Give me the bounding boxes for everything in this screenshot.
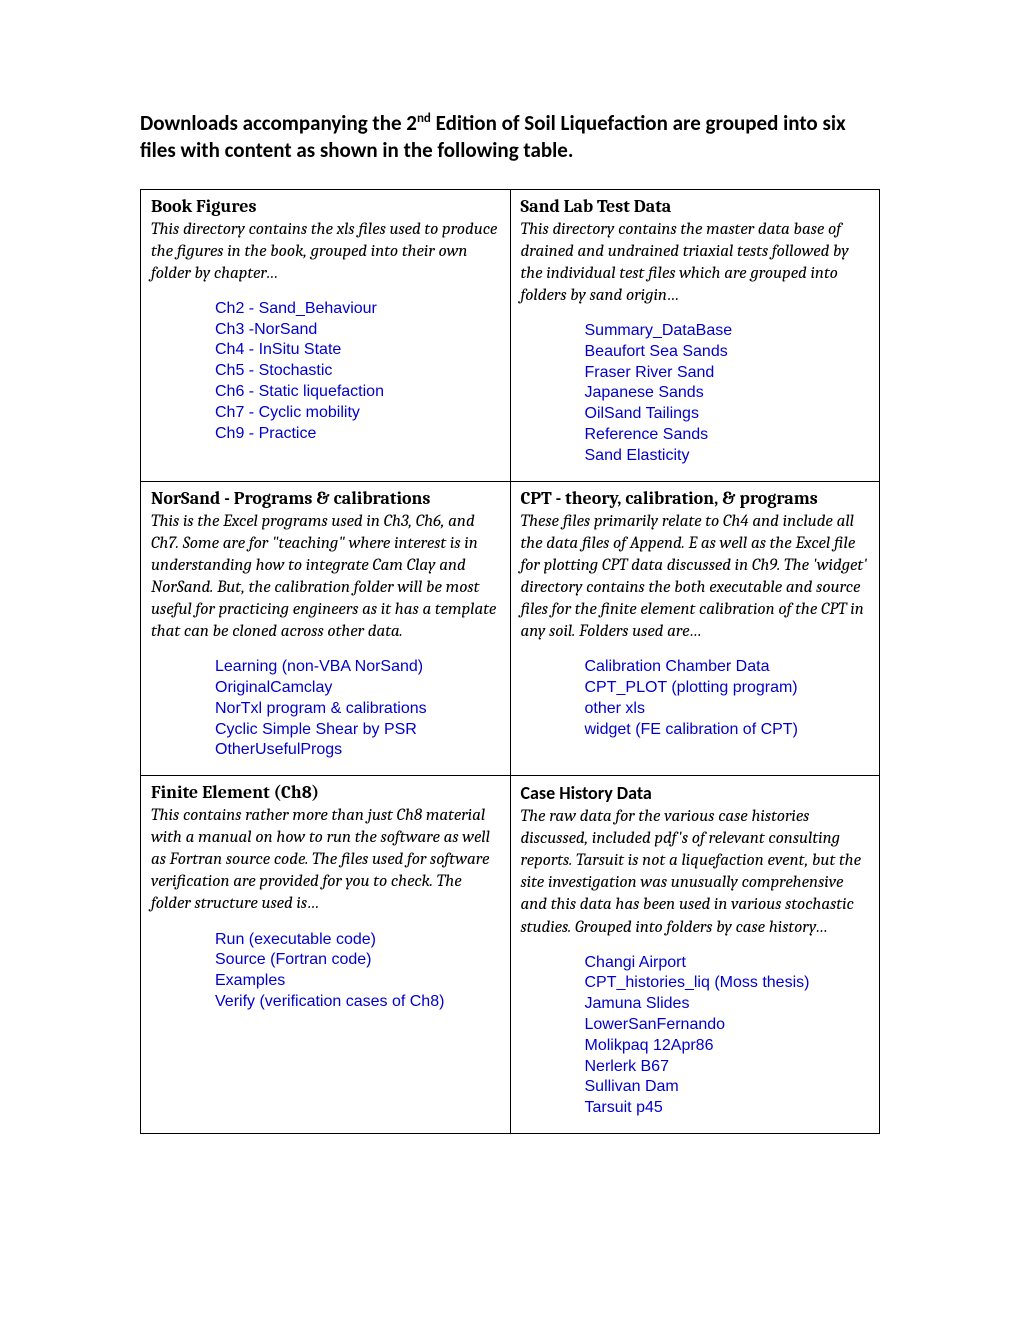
folder-link[interactable]: Run (executable code) bbox=[215, 930, 500, 951]
cell-description: This directory contains the master data … bbox=[521, 219, 870, 307]
folder-list: Changi AirportCPT_histories_liq (Moss th… bbox=[521, 953, 870, 1119]
downloads-table: Book FiguresThis directory contains the … bbox=[140, 189, 880, 1134]
folder-link[interactable]: Source (Fortran code) bbox=[215, 950, 500, 971]
cell-norsand-programs: NorSand - Programs & calibrationsThis is… bbox=[141, 481, 511, 776]
cell-description: The raw data for the various case histor… bbox=[521, 806, 870, 939]
cell-title: CPT - theory, calibration, & programs bbox=[521, 488, 870, 509]
folder-link[interactable]: Fraser River Sand bbox=[585, 363, 870, 384]
folder-link[interactable]: NorTxl program & calibrations bbox=[215, 699, 500, 720]
folder-link[interactable]: Ch3 -NorSand bbox=[215, 320, 500, 341]
cell-title: Sand Lab Test Data bbox=[521, 196, 870, 217]
cell-title: NorSand - Programs & calibrations bbox=[151, 488, 500, 509]
cell-description: This directory contains the xls files us… bbox=[151, 219, 500, 285]
folder-link[interactable]: Sand Elasticity bbox=[585, 446, 870, 467]
folder-link[interactable]: Summary_DataBase bbox=[585, 321, 870, 342]
cell-title: Case History Data bbox=[521, 782, 870, 804]
cell-case-history-data: Case History DataThe raw data for the va… bbox=[510, 776, 880, 1134]
folder-link[interactable]: OilSand Tailings bbox=[585, 404, 870, 425]
folder-list: Calibration Chamber DataCPT_PLOT (plotti… bbox=[521, 657, 870, 740]
folder-link[interactable]: Ch2 - Sand_Behaviour bbox=[215, 299, 500, 320]
folder-link[interactable]: Reference Sands bbox=[585, 425, 870, 446]
intro-heading: Downloads accompanying the 2nd Edition o… bbox=[140, 110, 880, 165]
folder-link[interactable]: Nerlerk B67 bbox=[585, 1057, 870, 1078]
cell-description: This is the Excel programs used in Ch3, … bbox=[151, 511, 500, 644]
folder-link[interactable]: widget (FE calibration of CPT) bbox=[585, 720, 870, 741]
folder-link[interactable]: Jamuna Slides bbox=[585, 994, 870, 1015]
folder-link[interactable]: CPT_PLOT (plotting program) bbox=[585, 678, 870, 699]
cell-description: These files primarily relate to Ch4 and … bbox=[521, 511, 870, 644]
folder-link[interactable]: Examples bbox=[215, 971, 500, 992]
folder-link[interactable]: Molikpaq 12Apr86 bbox=[585, 1036, 870, 1057]
cell-finite-element: Finite Element (Ch8)This contains rather… bbox=[141, 776, 511, 1134]
folder-link[interactable]: Ch4 - InSitu State bbox=[215, 340, 500, 361]
folder-link[interactable]: Ch6 - Static liquefaction bbox=[215, 382, 500, 403]
folder-link[interactable]: Verify (verification cases of Ch8) bbox=[215, 992, 500, 1013]
cell-book-figures: Book FiguresThis directory contains the … bbox=[141, 189, 511, 481]
folder-link[interactable]: Cyclic Simple Shear by PSR bbox=[215, 720, 500, 741]
folder-link[interactable]: Ch5 - Stochastic bbox=[215, 361, 500, 382]
folder-link[interactable]: Japanese Sands bbox=[585, 383, 870, 404]
cell-title: Book Figures bbox=[151, 196, 500, 217]
folder-link[interactable]: Ch7 - Cyclic mobility bbox=[215, 403, 500, 424]
folder-link[interactable]: other xls bbox=[585, 699, 870, 720]
cell-title: Finite Element (Ch8) bbox=[151, 782, 500, 803]
folder-link[interactable]: OtherUsefulProgs bbox=[215, 740, 500, 761]
folder-link[interactable]: Sullivan Dam bbox=[585, 1077, 870, 1098]
folder-link[interactable]: Learning (non-VBA NorSand) bbox=[215, 657, 500, 678]
cell-cpt-theory: CPT - theory, calibration, & programsThe… bbox=[510, 481, 880, 776]
cell-description: This contains rather more than just Ch8 … bbox=[151, 805, 500, 915]
folder-list: Summary_DataBaseBeaufort Sea SandsFraser… bbox=[521, 321, 870, 467]
folder-link[interactable]: OriginalCamclay bbox=[215, 678, 500, 699]
folder-link[interactable]: Tarsuit p45 bbox=[585, 1098, 870, 1119]
folder-link[interactable]: Beaufort Sea Sands bbox=[585, 342, 870, 363]
folder-link[interactable]: Changi Airport bbox=[585, 953, 870, 974]
folder-list: Run (executable code)Source (Fortran cod… bbox=[151, 930, 500, 1013]
folder-list: Learning (non-VBA NorSand)OriginalCamcla… bbox=[151, 657, 500, 761]
folder-list: Ch2 - Sand_BehaviourCh3 -NorSandCh4 - In… bbox=[151, 299, 500, 445]
folder-link[interactable]: LowerSanFernando bbox=[585, 1015, 870, 1036]
cell-sand-lab-test-data: Sand Lab Test DataThis directory contain… bbox=[510, 189, 880, 481]
folder-link[interactable]: Ch9 - Practice bbox=[215, 424, 500, 445]
folder-link[interactable]: CPT_histories_liq (Moss thesis) bbox=[585, 973, 870, 994]
page: Downloads accompanying the 2nd Edition o… bbox=[0, 0, 1020, 1194]
folder-link[interactable]: Calibration Chamber Data bbox=[585, 657, 870, 678]
